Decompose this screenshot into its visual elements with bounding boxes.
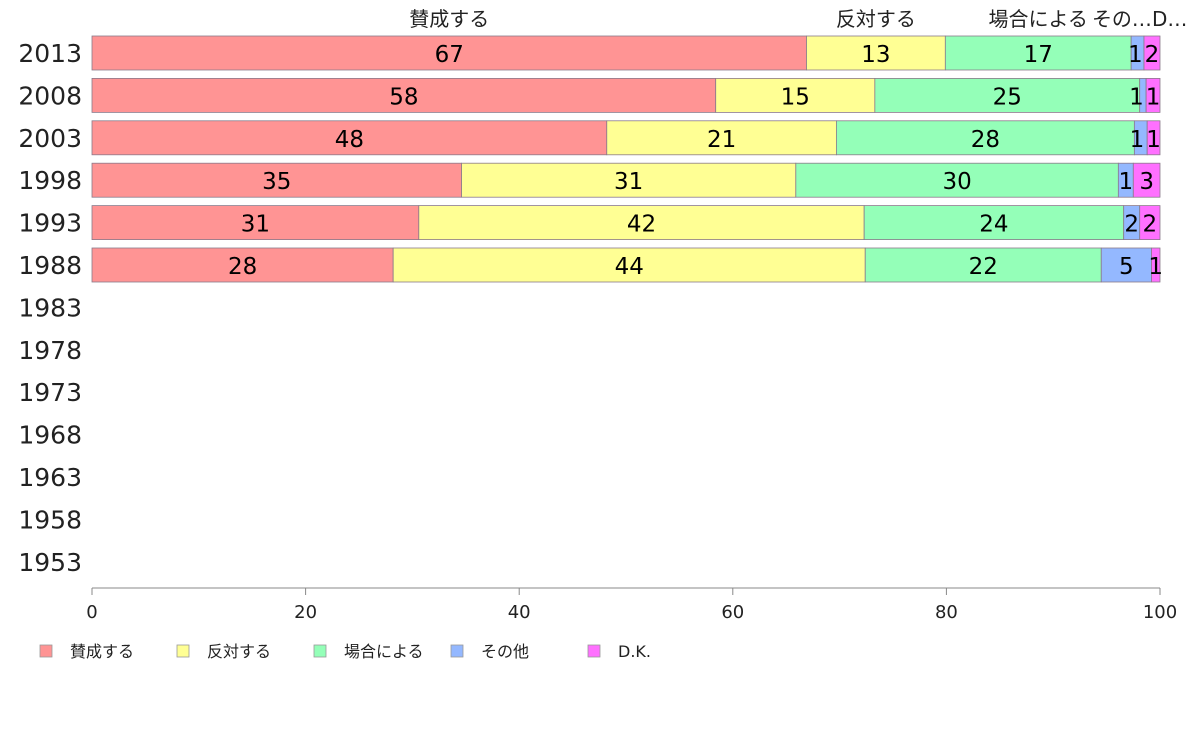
- series-top-label: その…: [1092, 7, 1152, 31]
- bar-segment: [806, 35, 946, 71]
- data-label: 22: [969, 254, 998, 280]
- bar-segment: [1139, 205, 1161, 241]
- x-tick-label: 40: [508, 602, 531, 623]
- y-tick-label: 1958: [18, 505, 82, 534]
- y-tick-label: 1988: [18, 251, 82, 280]
- legend-label: 場合による: [344, 642, 424, 661]
- x-tick-label: 60: [721, 602, 744, 623]
- data-label: 35: [262, 169, 291, 195]
- bar-segment: [392, 247, 866, 283]
- bar-segment: [606, 120, 837, 156]
- data-label: 30: [942, 169, 971, 195]
- data-label: 1: [1128, 42, 1143, 68]
- y-tick-label: 1973: [18, 378, 82, 407]
- y-tick-label: 1963: [18, 463, 82, 492]
- legend-swatch: [176, 644, 190, 658]
- x-tick-label: 20: [294, 602, 317, 623]
- bar-segment: [835, 120, 1135, 156]
- data-label: 1: [1119, 169, 1134, 195]
- legend-swatch: [313, 644, 327, 658]
- bar-segment: [944, 35, 1132, 71]
- series-top-label: 反対する: [836, 7, 916, 31]
- data-label: 1: [1129, 84, 1144, 110]
- data-label: 2: [1145, 42, 1160, 68]
- data-label: 58: [389, 84, 418, 110]
- bar-segment: [1143, 35, 1161, 71]
- data-label: 21: [707, 127, 736, 153]
- data-label: 17: [1024, 42, 1053, 68]
- series-top-label: D…: [1152, 7, 1187, 31]
- bar-segment: [1145, 78, 1161, 113]
- bar-segment: [91, 35, 807, 71]
- data-label: 2: [1143, 212, 1158, 238]
- y-tick-label: 1968: [18, 421, 82, 450]
- data-label: 2: [1124, 212, 1139, 238]
- y-tick-label: 2013: [18, 39, 82, 68]
- bar-segment: [91, 78, 717, 113]
- y-tick-label: 2003: [18, 124, 82, 153]
- data-label: 31: [241, 212, 270, 238]
- bar-segment: [1100, 247, 1152, 283]
- legend-label: その他: [481, 642, 529, 661]
- legend-swatch: [39, 644, 53, 658]
- data-label: 24: [979, 212, 1008, 238]
- series-top-label: 場合による: [989, 7, 1088, 31]
- bar-segment: [91, 120, 608, 156]
- data-label: 1: [1148, 254, 1163, 280]
- y-tick-label: 1978: [18, 336, 82, 365]
- bar-segment: [1151, 247, 1161, 283]
- data-label: 13: [861, 42, 890, 68]
- legend-swatch: [450, 644, 464, 658]
- bar-segment: [715, 78, 876, 113]
- data-label: 5: [1119, 254, 1134, 280]
- data-label: 28: [228, 254, 257, 280]
- data-label: 1: [1146, 127, 1161, 153]
- bar-segment: [795, 162, 1119, 198]
- bar-segment: [1132, 162, 1161, 198]
- data-label: 1: [1146, 84, 1161, 110]
- y-tick-label: 1998: [18, 166, 82, 195]
- bar-segment: [461, 162, 797, 198]
- data-label: 3: [1139, 169, 1154, 195]
- legend-label: 賛成する: [70, 642, 134, 661]
- bar-segment: [864, 247, 1102, 283]
- data-label: 67: [435, 42, 464, 68]
- y-tick-label: 1983: [18, 293, 82, 322]
- x-tick-label: 100: [1143, 602, 1177, 623]
- bar-segment: [91, 205, 420, 241]
- y-tick-label: 1993: [18, 209, 82, 238]
- data-label: 25: [993, 84, 1022, 110]
- bar-segment: [418, 205, 865, 241]
- legend-swatch: [587, 644, 601, 658]
- y-tick-label: 2008: [18, 81, 82, 110]
- legend-label: D.K.: [618, 642, 651, 661]
- y-tick-label: 1953: [18, 548, 82, 577]
- x-tick-label: 80: [935, 602, 958, 623]
- legend-label: 反対する: [207, 642, 271, 661]
- data-label: 31: [614, 169, 643, 195]
- bar-segment: [91, 162, 462, 198]
- data-label: 44: [615, 254, 644, 280]
- data-label: 1: [1130, 127, 1145, 153]
- data-label: 15: [781, 84, 810, 110]
- data-label: 48: [335, 127, 364, 153]
- data-label: 42: [627, 212, 656, 238]
- x-tick-label: 0: [86, 602, 97, 623]
- data-label: 28: [971, 127, 1000, 153]
- bar-segment: [1146, 120, 1161, 156]
- bar-segment: [91, 247, 394, 283]
- series-top-label: 賛成する: [409, 7, 489, 31]
- bar-segment: [874, 78, 1141, 113]
- bar-segment: [863, 205, 1125, 241]
